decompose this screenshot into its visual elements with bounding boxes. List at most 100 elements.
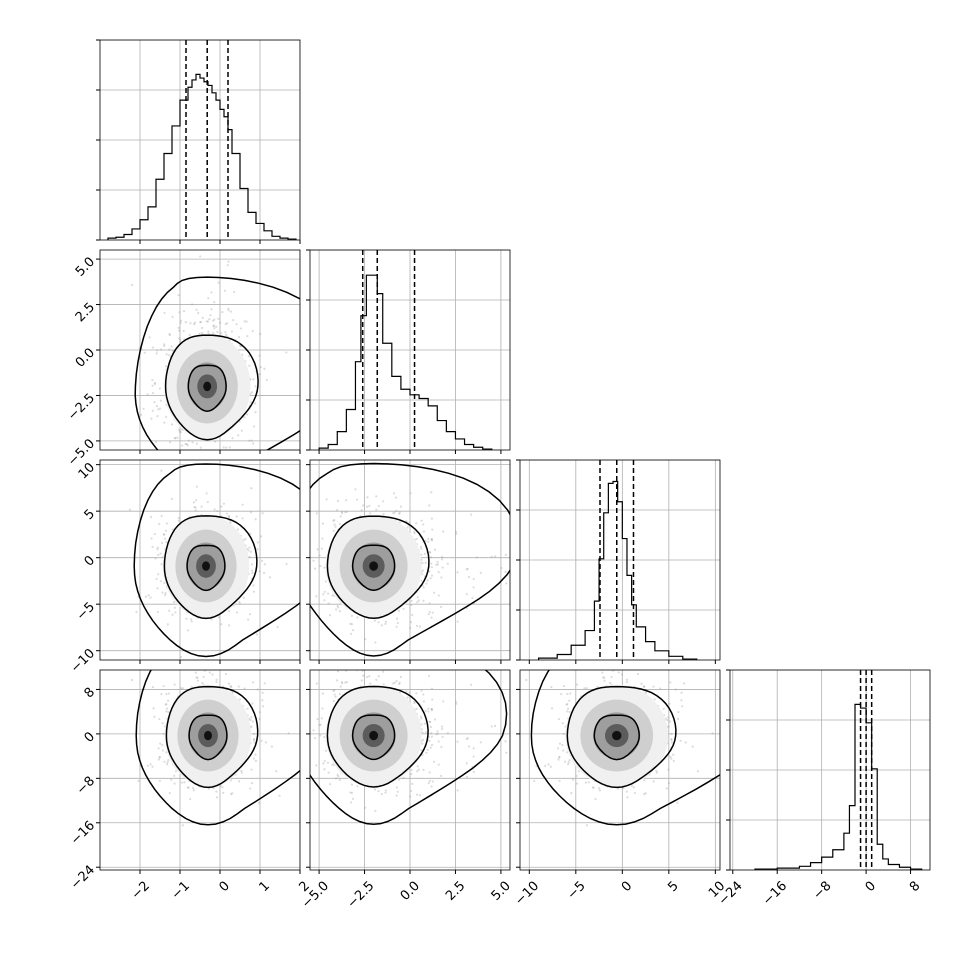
scatter-point — [246, 334, 249, 338]
scatter-point — [441, 725, 444, 728]
scatter-point — [171, 315, 174, 319]
scatter-point — [338, 693, 342, 696]
scatter-point — [350, 623, 354, 626]
scatter-point — [155, 404, 158, 408]
scatter-point — [421, 753, 424, 756]
scatter-point — [384, 620, 388, 623]
scatter-point — [561, 743, 564, 747]
scatter-point — [566, 751, 569, 754]
scatter-point — [417, 768, 420, 771]
scatter-point — [179, 340, 182, 344]
scatter-point — [224, 323, 227, 326]
scatter-point — [250, 782, 254, 785]
scatter-point — [419, 545, 422, 548]
y-tick-label: −24 — [68, 863, 98, 893]
scatter-point — [625, 680, 628, 684]
scatter-point — [479, 571, 482, 574]
scatter-point — [375, 678, 378, 682]
scatter-point — [585, 687, 588, 690]
scatter-point — [428, 739, 431, 743]
scatter-point — [505, 751, 508, 754]
scatter-point — [324, 749, 327, 752]
scatter-point — [200, 505, 203, 508]
scatter-point — [165, 751, 168, 754]
scatter-point — [331, 594, 334, 597]
scatter-point — [428, 779, 431, 782]
scatter-point — [337, 775, 340, 778]
scatter-point — [336, 670, 340, 673]
scatter-point — [399, 675, 403, 679]
scatter-point — [393, 511, 396, 514]
scatter-point — [212, 325, 215, 328]
x-tick-label: 0 — [863, 879, 879, 895]
scatter-panel-2-4: −5.0 −2.5 0.0 2.5 5.0 — [299, 663, 514, 912]
scatter-point — [287, 732, 290, 735]
scatter-point — [446, 732, 449, 735]
scatter-point — [265, 378, 268, 382]
scatter-point — [428, 674, 431, 677]
scatter-point — [241, 517, 244, 520]
scatter-point — [429, 725, 433, 729]
scatter-point — [210, 291, 213, 294]
scatter-point — [430, 708, 433, 711]
scatter-point — [415, 624, 419, 628]
scatter-point — [413, 700, 416, 703]
scatter-point — [162, 732, 165, 735]
scatter-point — [416, 596, 419, 599]
scatter-point — [225, 333, 228, 337]
scatter-point — [142, 407, 145, 410]
scatter-point — [158, 756, 161, 759]
scatter-point — [143, 351, 146, 354]
scatter-point — [428, 610, 431, 614]
scatter-point — [187, 629, 190, 632]
scatter-point — [251, 720, 254, 723]
scatter-point — [454, 700, 458, 703]
scatter-point — [168, 334, 171, 337]
scatter-point — [467, 745, 471, 748]
scatter-point — [670, 738, 673, 741]
scatter-point — [189, 322, 192, 325]
histogram-steps — [754, 703, 923, 870]
scatter-point — [411, 782, 414, 785]
scatter-point — [261, 691, 264, 694]
scatter-point — [149, 763, 152, 766]
scatter-point — [254, 402, 257, 405]
scatter-point — [430, 743, 434, 747]
scatter-point — [437, 570, 440, 574]
scatter-point — [237, 434, 240, 437]
scatter-point — [165, 710, 168, 713]
scatter-point — [239, 327, 242, 330]
scatter-point — [430, 539, 434, 542]
scatter-point — [362, 504, 365, 507]
scatter-point — [165, 353, 168, 356]
scatter-point — [323, 768, 326, 771]
scatter-point — [436, 732, 440, 735]
scatter-point — [188, 333, 191, 336]
scatter-point — [158, 522, 161, 526]
scatter-point — [258, 372, 261, 376]
scatter-point — [183, 781, 186, 784]
scatter-point — [409, 789, 413, 793]
scatter-point — [341, 512, 344, 515]
scatter-point — [436, 730, 439, 733]
contour-line — [163, 515, 258, 620]
scatter-point — [254, 411, 257, 414]
scatter-point — [393, 663, 395, 665]
scatter-point — [243, 687, 246, 690]
scatter-point — [186, 444, 189, 447]
scatter-point — [424, 731, 427, 734]
x-tick-label: 5.0 — [489, 879, 514, 904]
scatter-point — [215, 796, 219, 799]
scatter-point — [420, 553, 423, 556]
scatter-point — [356, 616, 359, 619]
scatter-point — [227, 260, 230, 263]
scatter-panel-2-4-plot-area — [310, 663, 510, 870]
scatter-point — [190, 620, 193, 623]
scatter-point — [410, 603, 413, 607]
scatter-point — [157, 573, 160, 576]
scatter-point — [429, 746, 432, 749]
scatter-point — [339, 685, 342, 688]
scatter-point — [566, 710, 569, 713]
scatter-point — [345, 510, 349, 513]
scatter-point — [319, 723, 322, 726]
